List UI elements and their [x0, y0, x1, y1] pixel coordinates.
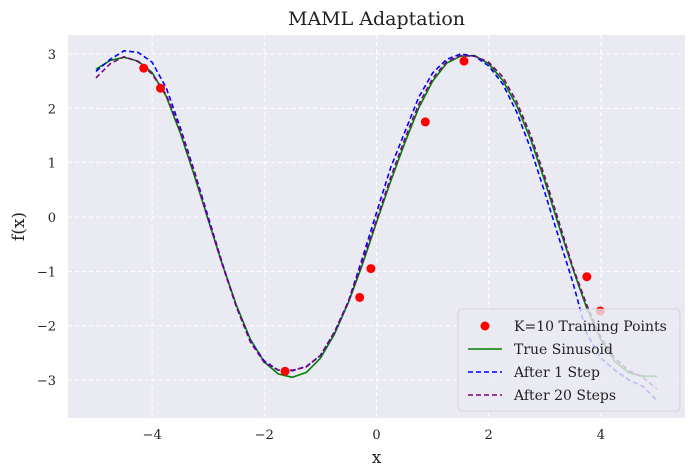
legend-label: True Sinusoid: [514, 342, 613, 358]
y-tick-label: −2: [37, 320, 56, 335]
x-tick-label: 2: [485, 428, 493, 443]
legend-label: After 1 Step: [513, 365, 600, 381]
series-line-after-20-steps: [95, 54, 658, 390]
series-layer: [95, 50, 658, 402]
x-tick-label: −4: [143, 428, 162, 443]
training-point: [156, 83, 166, 93]
y-tick-label: 2: [48, 102, 56, 117]
x-tick-label: −2: [255, 428, 274, 443]
x-tick-label: 0: [372, 428, 380, 443]
training-point: [355, 292, 365, 302]
training-point: [280, 366, 290, 376]
training-point: [139, 63, 149, 73]
legend-marker: [480, 321, 490, 331]
training-point: [366, 264, 376, 274]
training-point: [582, 272, 592, 282]
training-point: [420, 117, 430, 127]
training-point: [459, 56, 469, 66]
y-tick-label: −1: [37, 265, 56, 280]
y-axis-label: f(x): [9, 212, 29, 241]
y-tick-label: 1: [48, 157, 56, 172]
chart-title: MAML Adaptation: [288, 8, 465, 30]
x-tick-label: 4: [597, 428, 605, 443]
legend-label: K=10 Training Points: [514, 319, 667, 335]
x-tick-labels: −4 −2 0 2 4: [143, 428, 605, 443]
legend-label: After 20 Steps: [513, 388, 616, 404]
y-tick-label: 0: [48, 211, 56, 226]
y-tick-label: 3: [48, 48, 56, 63]
legend-box: [457, 308, 681, 412]
series-line-after-1-step: [95, 50, 658, 402]
x-axis-label: x: [372, 448, 382, 468]
y-tick-labels: 3 2 1 0 −1 −2 −3: [37, 48, 56, 389]
legend: K=10 Training Points True Sinusoid After 1…: [457, 308, 681, 412]
y-tick-label: −3: [37, 374, 56, 389]
series-line-true-sinusoid: [95, 54, 657, 379]
